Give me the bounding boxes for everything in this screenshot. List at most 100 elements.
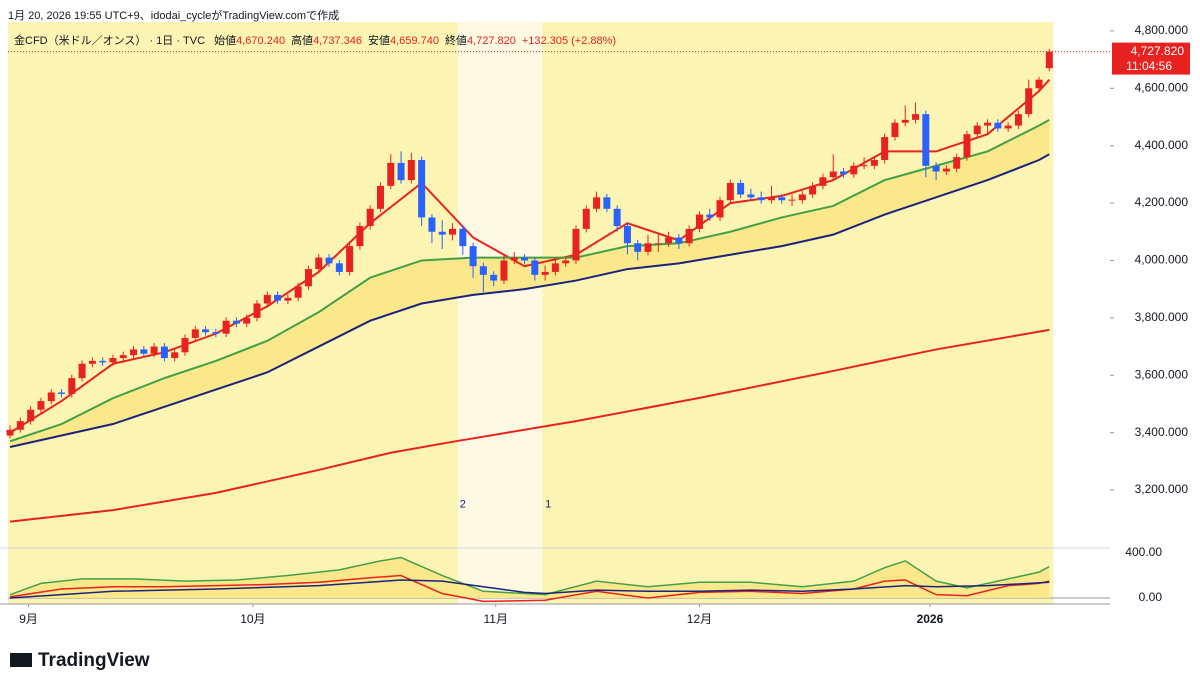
candle-body bbox=[613, 208, 621, 227]
candle-body bbox=[551, 263, 559, 272]
y-tick-label: 4,800.000 bbox=[1135, 23, 1189, 37]
created-note: 1月 20, 2026 19:55 UTC+9、idodai_cycleがTra… bbox=[8, 10, 340, 22]
candle-body bbox=[346, 246, 354, 272]
candle-body bbox=[263, 294, 271, 304]
logo: TradingView bbox=[10, 650, 150, 672]
annotation: 1 bbox=[545, 498, 551, 510]
candle-body bbox=[397, 162, 405, 181]
y-tick-label: 4,000.000 bbox=[1135, 253, 1189, 267]
candle-body bbox=[870, 160, 878, 166]
y-tick-label: 4,400.000 bbox=[1135, 138, 1189, 152]
candle-body bbox=[428, 217, 436, 232]
candle-body bbox=[685, 228, 693, 244]
indicator-tick-label: 400.00 bbox=[1125, 545, 1162, 559]
candle-body bbox=[572, 228, 580, 261]
indicator-line bbox=[9, 556, 1050, 596]
candle-body bbox=[222, 320, 230, 334]
candle-body bbox=[695, 214, 703, 229]
price-tag bbox=[1112, 42, 1190, 75]
moving-average bbox=[9, 328, 1050, 523]
candle-body bbox=[757, 197, 765, 201]
candle-body bbox=[737, 182, 745, 195]
candle-body bbox=[469, 246, 477, 267]
symbol: 金CFD（米ドル／オンス） · 1日 · TVC bbox=[14, 35, 206, 47]
candle-body bbox=[150, 346, 158, 354]
x-tick-label: 2026 bbox=[917, 612, 944, 626]
candle-body bbox=[798, 194, 806, 201]
ohlc-label: 終値 bbox=[444, 35, 467, 47]
candle-body bbox=[418, 160, 426, 218]
candle-body bbox=[109, 358, 117, 363]
ohlc-label: 始値 bbox=[214, 35, 237, 47]
candle-body bbox=[953, 157, 961, 169]
candle-body bbox=[973, 125, 981, 135]
candle-body bbox=[634, 243, 642, 252]
candle-body bbox=[479, 266, 487, 275]
candle-body bbox=[644, 243, 652, 252]
candle-body bbox=[942, 168, 950, 172]
ohlc-value: 4,737.346 bbox=[313, 35, 362, 47]
candle-body bbox=[654, 243, 662, 245]
y-tick-label: 4,200.000 bbox=[1135, 195, 1189, 209]
ohlc-value: 4,727.820 bbox=[466, 35, 516, 47]
moving-average bbox=[9, 118, 1050, 443]
candle-body bbox=[747, 194, 755, 198]
price-tag-label: 4,727.820 bbox=[1131, 44, 1185, 58]
candle-body bbox=[16, 421, 24, 430]
candle-body bbox=[47, 392, 55, 402]
candle-body bbox=[531, 260, 539, 275]
candle-body bbox=[304, 269, 312, 287]
candle-body bbox=[37, 401, 45, 410]
candle-body bbox=[315, 257, 323, 270]
candle-body bbox=[932, 165, 940, 172]
candle-body bbox=[500, 260, 508, 281]
candle-body bbox=[623, 226, 631, 244]
candle-body bbox=[99, 360, 107, 363]
candle-body bbox=[675, 237, 683, 244]
candle-body bbox=[438, 231, 446, 235]
candle-body bbox=[603, 197, 611, 209]
candle-body bbox=[665, 237, 673, 244]
candle-body bbox=[582, 208, 590, 229]
candle-body bbox=[716, 200, 724, 218]
candle-body bbox=[212, 332, 220, 334]
candle-body bbox=[541, 271, 549, 275]
candle-body bbox=[140, 349, 148, 354]
ma-band-fill bbox=[10, 119, 1050, 447]
candle-body bbox=[819, 177, 827, 186]
candle-body bbox=[387, 162, 395, 186]
candle-body bbox=[243, 317, 251, 324]
candle-body bbox=[963, 134, 971, 158]
y-tick-label: 3,400.000 bbox=[1135, 425, 1189, 439]
x-tick-label: 12月 bbox=[687, 612, 712, 626]
candle-body bbox=[778, 197, 786, 201]
candle-body bbox=[449, 228, 457, 235]
candle-body bbox=[407, 160, 415, 181]
candle-body bbox=[160, 346, 168, 359]
candle-body bbox=[191, 329, 199, 338]
candle-body bbox=[294, 286, 302, 298]
candle-body bbox=[891, 122, 899, 138]
candle-body bbox=[490, 274, 498, 281]
candle-body bbox=[284, 297, 292, 301]
candle-body bbox=[860, 165, 868, 167]
candle-body bbox=[767, 197, 775, 201]
y-tick-label: 4,600.000 bbox=[1135, 80, 1189, 94]
moving-average bbox=[9, 153, 1050, 448]
candle-body bbox=[1014, 114, 1022, 126]
candle-body bbox=[1035, 79, 1043, 89]
candle-body bbox=[1004, 125, 1012, 129]
candle-body bbox=[881, 137, 889, 161]
candle-body bbox=[912, 114, 920, 120]
candle-body bbox=[78, 363, 86, 379]
candle-body bbox=[88, 360, 96, 364]
candle-body bbox=[130, 349, 138, 356]
candle-body bbox=[376, 185, 384, 209]
candle-body bbox=[356, 226, 364, 247]
countdown-label: 11:04:56 bbox=[1126, 59, 1172, 73]
candle-body bbox=[325, 257, 333, 264]
annotation: 2 bbox=[460, 498, 466, 510]
candle-body bbox=[901, 119, 909, 123]
candle-body bbox=[562, 260, 570, 264]
